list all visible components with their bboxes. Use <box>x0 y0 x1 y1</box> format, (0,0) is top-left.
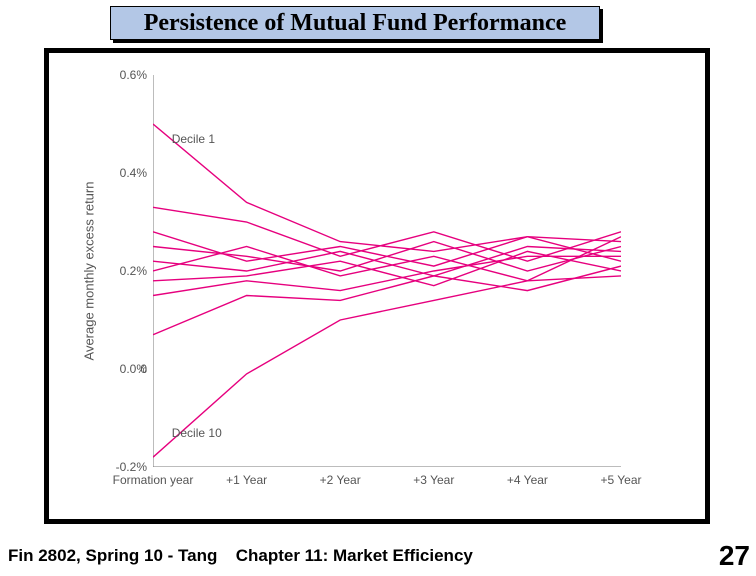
x-tick-label: +5 Year <box>600 467 641 487</box>
x-tick-label: +2 Year <box>320 467 361 487</box>
chart-svg <box>153 75 621 467</box>
x-tick-label: +3 Year <box>413 467 454 487</box>
y-tick-label: 0.6% <box>120 68 153 82</box>
series-line <box>153 276 621 457</box>
page-number: 27 <box>719 540 750 572</box>
chart-frame: Average monthly excess return -0.2%00.0%… <box>44 48 710 524</box>
x-tick-label: +1 Year <box>226 467 267 487</box>
page-title: Persistence of Mutual Fund Performance <box>110 6 600 40</box>
y-axis-title: Average monthly excess return <box>82 182 97 361</box>
y-tick-label: 0.2% <box>120 264 153 278</box>
y-tick-label: 0.4% <box>120 166 153 180</box>
footer-center: Chapter 11: Market Efficiency <box>236 546 473 566</box>
chart-annotation: Decile 1 <box>172 132 215 146</box>
chart-annotation: Decile 10 <box>172 426 222 440</box>
series-line <box>153 266 621 335</box>
y-tick-label: 0.0% <box>120 362 153 376</box>
footer-left: Fin 2802, Spring 10 - Tang <box>8 546 217 566</box>
series-line <box>153 247 621 276</box>
chart-area: Average monthly excess return -0.2%00.0%… <box>153 75 621 467</box>
series-line <box>153 124 621 251</box>
series-line <box>153 256 621 295</box>
x-tick-label: +4 Year <box>507 467 548 487</box>
series-line <box>153 232 621 266</box>
x-tick-label: Formation year <box>113 467 194 487</box>
